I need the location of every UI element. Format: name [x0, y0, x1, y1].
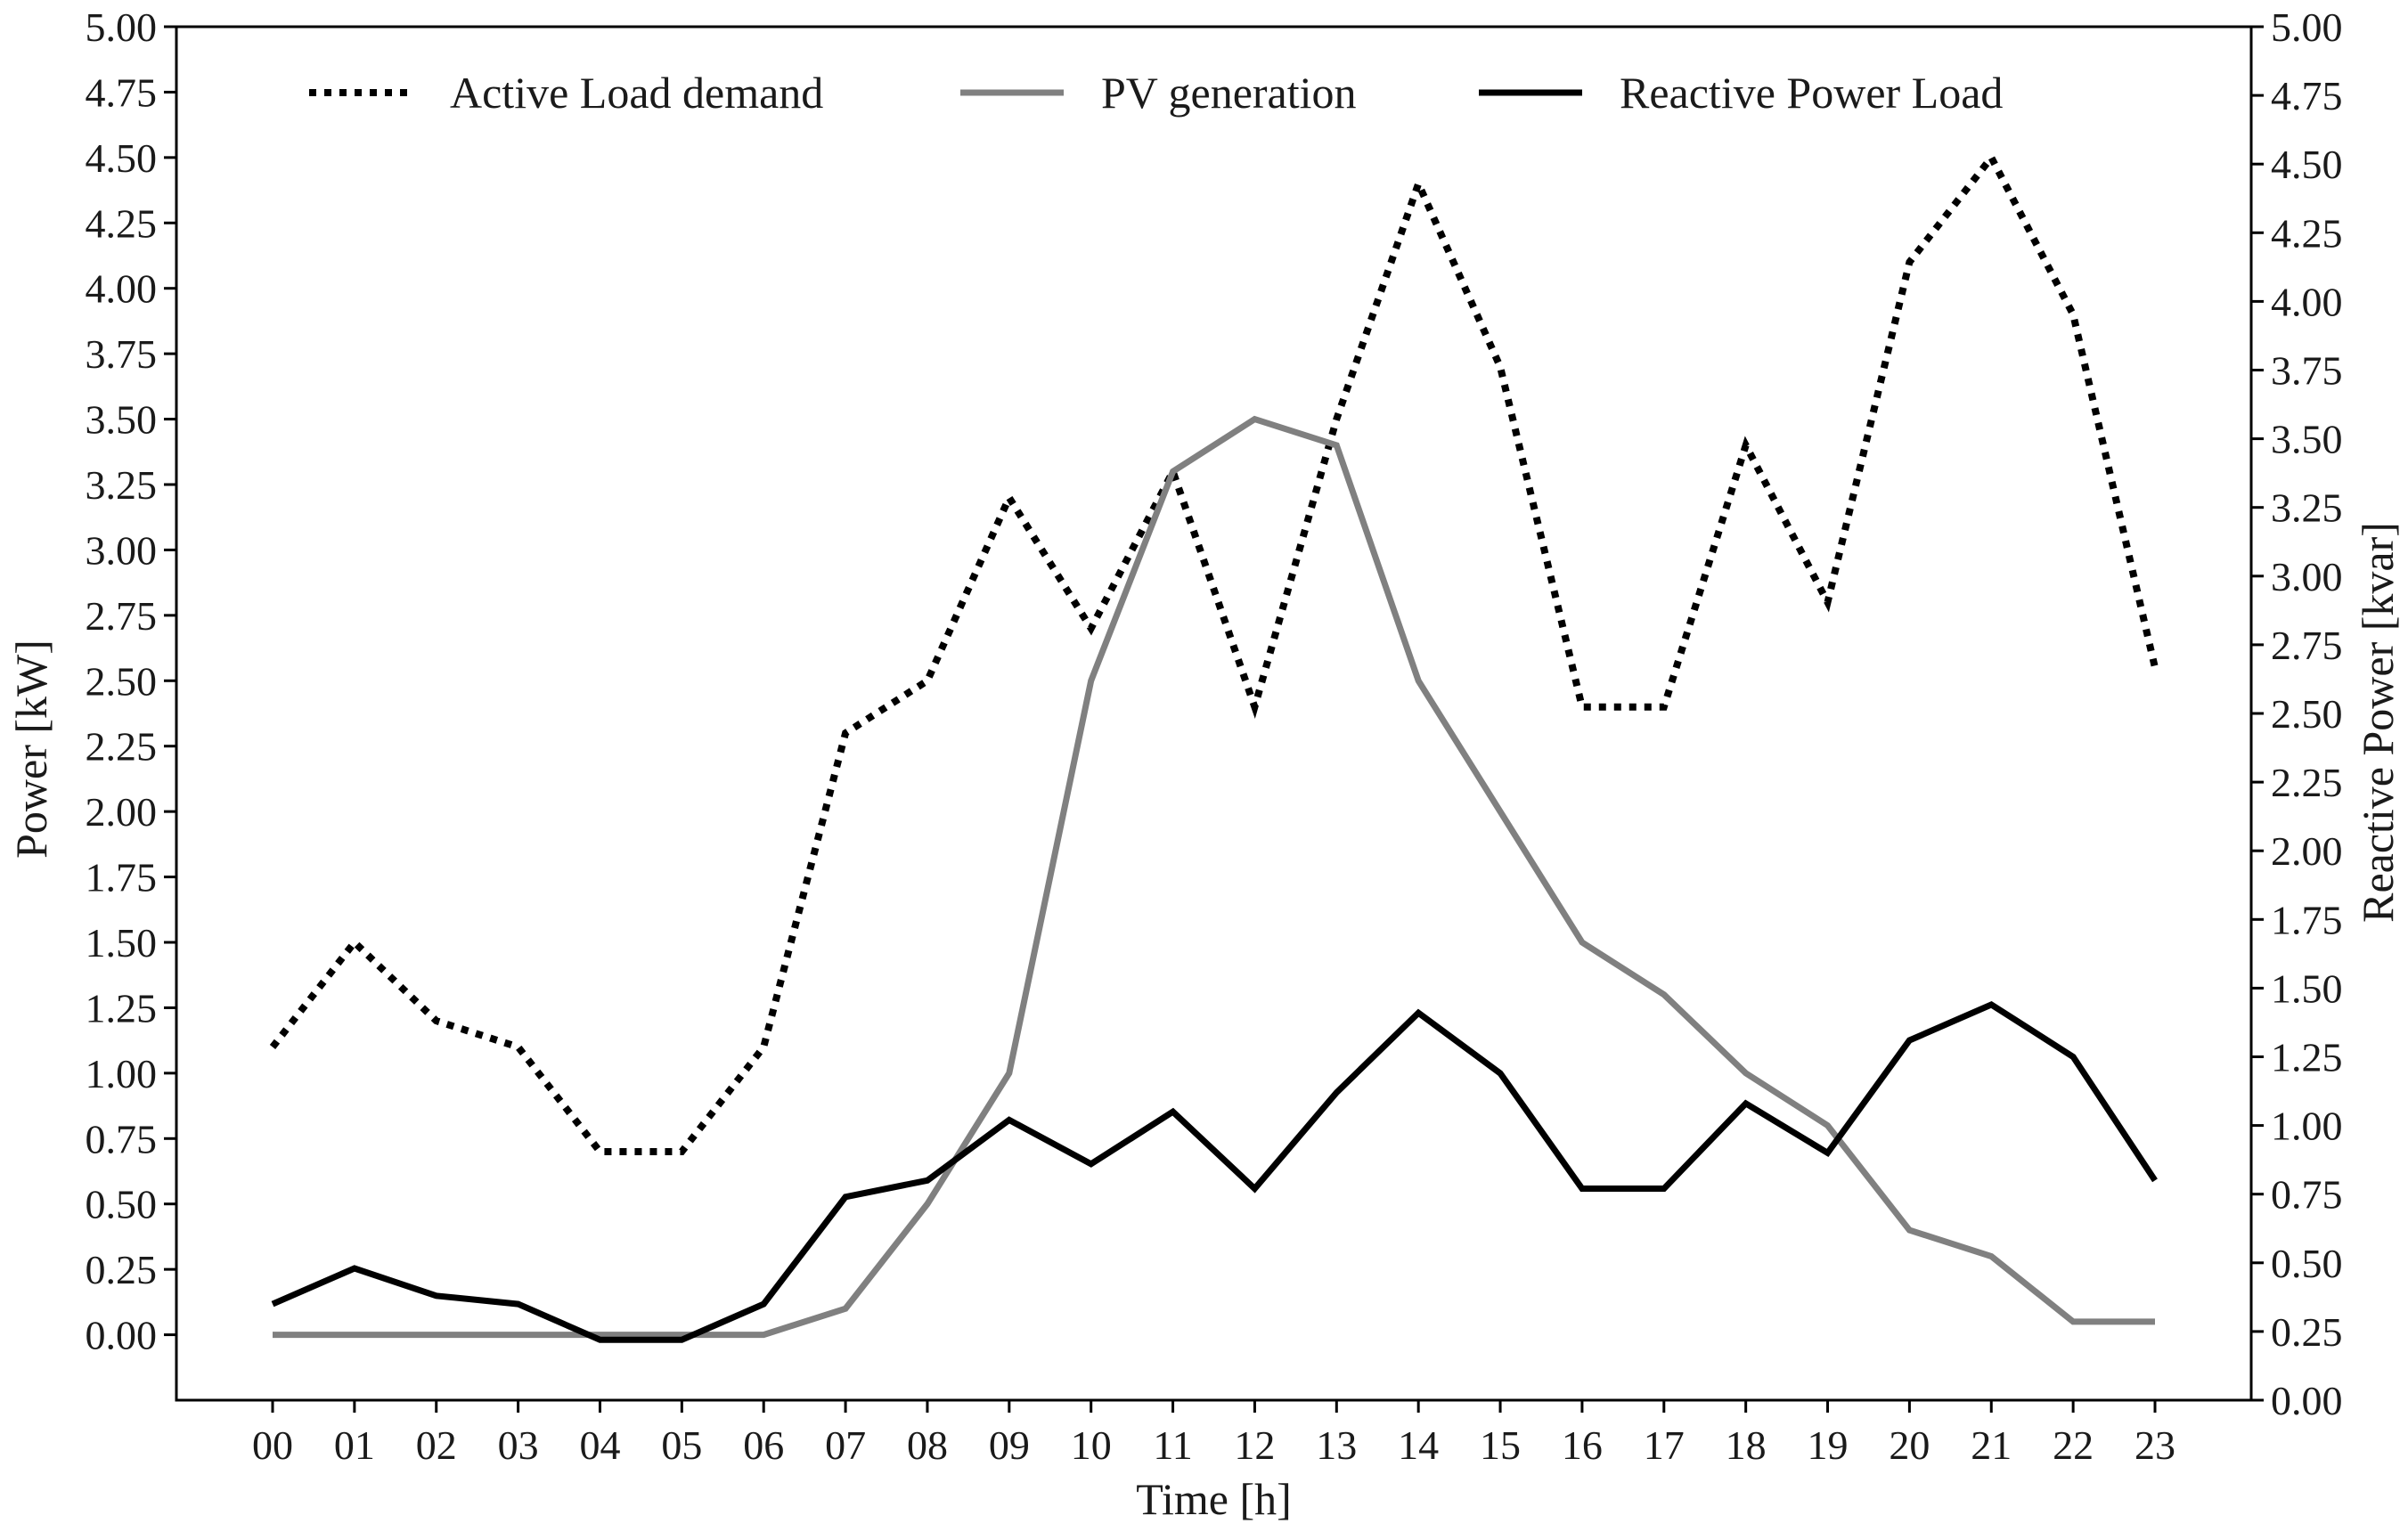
series-line-active-load-demand [269, 151, 2159, 1155]
left-y-tick-label: 4.25 [86, 200, 158, 246]
right-y-tick-label: 3.25 [2271, 485, 2343, 531]
x-tick-label: 11 [1153, 1422, 1192, 1468]
left-y-tick-label: 2.00 [86, 789, 158, 835]
legend-label: Active Load demand [450, 68, 823, 118]
x-tick-label: 17 [1644, 1422, 1685, 1468]
x-tick-label: 14 [1398, 1422, 1439, 1468]
left-y-axis: 0.00 0.25 0.50 0.75 1.00 1.25 1.50 1.75 2.00 2.25… [86, 4, 176, 1358]
right-y-tick-label: 3.00 [2271, 554, 2343, 599]
y-axis-title: Power [kW] [6, 640, 56, 859]
left-y-tick-label: 4.75 [86, 69, 158, 115]
legend: Active Load demand PV generation Reactive … [309, 68, 2003, 118]
x-tick-label: 10 [1071, 1422, 1112, 1468]
right-y-tick-label: 1.25 [2271, 1035, 2343, 1080]
x-axis: 00 01 02 03 04 05 06 07 08 09 10 11 12 13 14 15 16 17 18 19… [252, 1400, 2175, 1468]
right-y-tick-label: 1.50 [2271, 966, 2343, 1011]
left-y-tick-label: 1.75 [86, 855, 158, 900]
left-y-tick-label: 1.00 [86, 1051, 158, 1096]
left-y-tick-label: 5.00 [86, 4, 158, 50]
x-tick-label: 01 [334, 1422, 375, 1468]
right-y-tick-label: 3.75 [2271, 348, 2343, 394]
right-y-tick-label: 5.00 [2271, 4, 2343, 50]
right-y-tick-label: 2.25 [2271, 760, 2343, 805]
right-y-tick-label: 1.75 [2271, 897, 2343, 942]
right-y-tick-label: 1.00 [2271, 1104, 2343, 1149]
x-tick-label: 09 [989, 1422, 1030, 1468]
x-tick-label: 18 [1726, 1422, 1767, 1468]
x-tick-label: 22 [2053, 1422, 2094, 1468]
left-y-tick-label: 1.50 [86, 920, 158, 966]
series-line-reactive-power-load [271, 1000, 2158, 1343]
y2-axis-title: Reactive Power [kvar] [2353, 522, 2403, 923]
left-y-tick-label: 0.75 [86, 1116, 158, 1161]
left-y-tick-label: 3.50 [86, 397, 158, 443]
x-tick-label: 07 [825, 1422, 866, 1468]
left-y-tick-label: 2.75 [86, 593, 158, 639]
legend-label: PV generation [1101, 68, 1357, 118]
x-tick-label: 20 [1889, 1422, 1930, 1468]
x-tick-label: 05 [661, 1422, 702, 1468]
right-y-tick-label: 3.50 [2271, 417, 2343, 462]
left-y-tick-label: 1.25 [86, 985, 158, 1031]
right-y-tick-label: 0.00 [2271, 1378, 2343, 1423]
left-y-tick-label: 0.00 [86, 1313, 158, 1358]
series-layer [269, 151, 2159, 1343]
right-y-tick-label: 2.00 [2271, 828, 2343, 874]
x-tick-label: 23 [2135, 1422, 2175, 1468]
right-y-tick-label: 4.75 [2271, 73, 2343, 118]
right-y-tick-label: 0.25 [2271, 1309, 2343, 1355]
legend-label: Reactive Power Load [1620, 68, 2003, 118]
x-tick-label: 15 [1480, 1422, 1521, 1468]
x-tick-label: 19 [1808, 1422, 1849, 1468]
left-y-tick-label: 3.00 [86, 527, 158, 573]
left-y-tick-label: 4.50 [86, 135, 158, 181]
x-tick-label: 03 [498, 1422, 539, 1468]
x-tick-label: 06 [743, 1422, 784, 1468]
x-tick-label: 21 [1971, 1422, 2012, 1468]
right-y-tick-label: 4.50 [2271, 142, 2343, 187]
left-y-tick-label: 0.50 [86, 1182, 158, 1227]
left-y-tick-label: 4.00 [86, 266, 158, 312]
right-y-tick-label: 4.25 [2271, 210, 2343, 256]
x-tick-label: 04 [579, 1422, 620, 1468]
x-tick-label: 02 [416, 1422, 457, 1468]
x-axis-title: Time [h] [1136, 1474, 1292, 1524]
x-tick-label: 16 [1562, 1422, 1603, 1468]
left-y-tick-label: 2.50 [86, 658, 158, 704]
left-y-tick-label: 3.25 [86, 462, 158, 508]
x-tick-label: 12 [1234, 1422, 1275, 1468]
left-y-tick-label: 2.25 [86, 724, 158, 770]
x-tick-label: 13 [1316, 1422, 1357, 1468]
right-y-tick-label: 4.00 [2271, 279, 2343, 324]
right-y-axis: 0.00 0.25 0.50 0.75 1.00 1.25 1.50 1.75 2.00 2.25… [2251, 4, 2343, 1423]
x-tick-label: 08 [907, 1422, 948, 1468]
right-y-tick-label: 0.75 [2271, 1172, 2343, 1218]
left-y-tick-label: 0.25 [86, 1247, 158, 1292]
right-y-tick-label: 2.75 [2271, 623, 2343, 668]
right-y-tick-label: 2.50 [2271, 691, 2343, 737]
left-y-tick-label: 3.75 [86, 331, 158, 377]
x-tick-label: 00 [252, 1422, 293, 1468]
right-y-tick-label: 0.50 [2271, 1241, 2343, 1286]
